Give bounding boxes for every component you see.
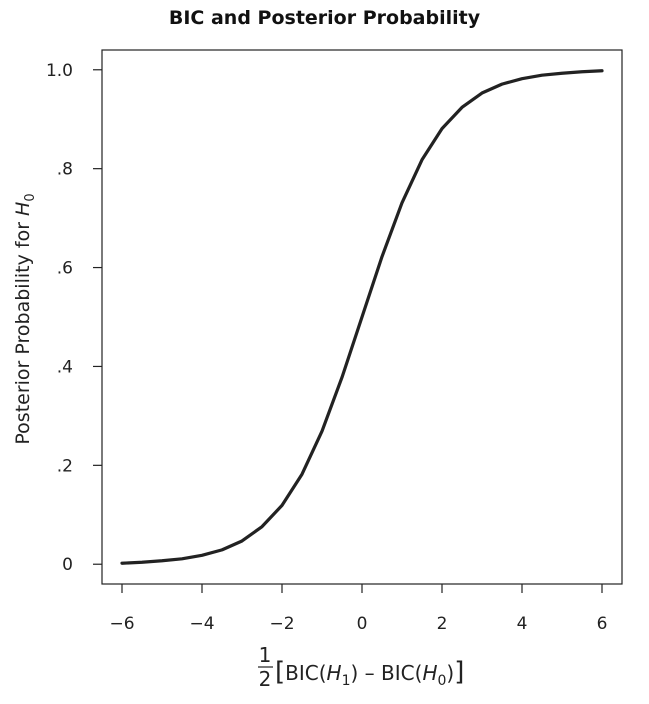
x-label-h1: H <box>327 661 342 685</box>
x-axis-label: 1 2 [BIC(H1) – BIC(H0)] <box>258 643 464 691</box>
y-tick-label: .6 <box>57 259 73 279</box>
y-axis-label-var: H <box>12 202 34 216</box>
x-label-expression: [BIC(H1) – BIC(H0)] <box>275 657 464 689</box>
y-axis-label-sub: 0 <box>23 193 38 201</box>
x-label-frac-den: 2 <box>259 667 272 691</box>
series-line <box>120 69 604 565</box>
x-label-h0: H <box>422 661 437 685</box>
y-tick-label: 0 <box>62 555 73 575</box>
y-tick-label: .4 <box>57 357 73 377</box>
x-tick-label: 0 <box>357 614 368 634</box>
x-label-bic2: BIC( <box>381 661 422 685</box>
x-tick-label: −4 <box>189 614 214 634</box>
x-label-minus: – <box>358 661 381 685</box>
x-label-close2: ) <box>446 661 454 685</box>
x-label-h1-sub: 1 <box>342 673 351 689</box>
x-tick-label: −6 <box>109 614 134 634</box>
x-tick-label: 2 <box>437 614 448 634</box>
x-label-close-bracket: ] <box>454 657 464 687</box>
x-label-open-bracket: [ <box>275 657 285 687</box>
y-axis-label-text: Posterior Probability for <box>12 216 34 445</box>
x-tick-label: −2 <box>269 614 294 634</box>
y-axis-label: Posterior Probability for H0 <box>12 193 38 444</box>
x-tick-label: 6 <box>597 614 608 634</box>
y-tick-label: .2 <box>57 456 73 476</box>
chart-title: BIC and Posterior Probability <box>168 7 481 29</box>
y-axis: 0 .2 .4 .6 .8 1.0 <box>46 61 102 575</box>
y-tick-label: 1.0 <box>46 61 73 81</box>
x-tick-label: 4 <box>517 614 528 634</box>
x-label-h0-sub: 0 <box>437 673 446 689</box>
x-axis: −6 −4 −2 0 2 4 6 <box>109 584 607 634</box>
x-label-close1: ) <box>351 661 359 685</box>
x-label-bic1: BIC( <box>285 661 326 685</box>
y-tick-label: .8 <box>57 160 73 180</box>
x-label-frac-num: 1 <box>259 643 272 667</box>
